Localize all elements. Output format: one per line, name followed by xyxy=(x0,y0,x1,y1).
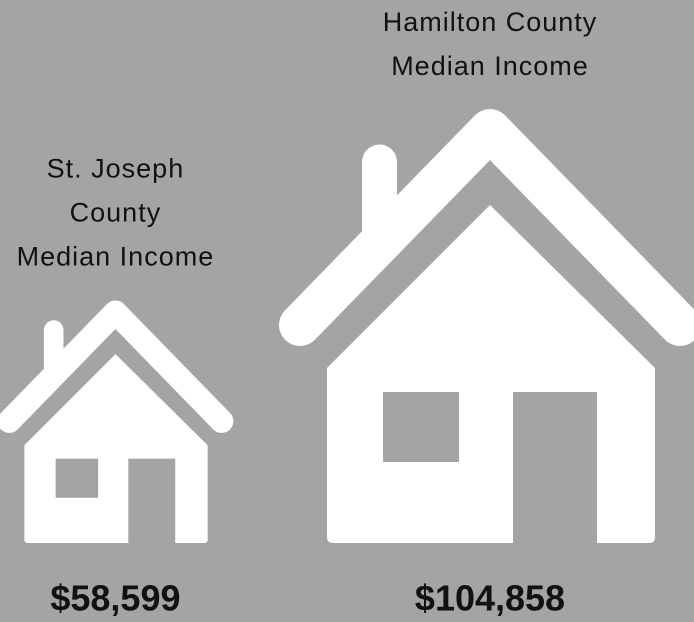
category-label: County xyxy=(70,197,162,227)
house-chimney xyxy=(362,144,397,240)
house-window xyxy=(55,458,99,498)
value-label: $104,858 xyxy=(415,578,565,619)
category-label: Median Income xyxy=(17,241,215,271)
house-window xyxy=(383,392,459,462)
house-roof xyxy=(279,109,694,346)
house-door xyxy=(513,392,597,543)
house xyxy=(0,300,234,543)
house-roof xyxy=(0,300,234,433)
house-door xyxy=(128,458,176,543)
value-label: $58,599 xyxy=(50,578,180,619)
category-label: Hamilton County xyxy=(383,7,598,37)
house xyxy=(279,109,694,543)
house-chimney xyxy=(43,320,64,374)
category-label: Median Income xyxy=(391,51,589,81)
category-label: St. Joseph xyxy=(47,153,185,183)
